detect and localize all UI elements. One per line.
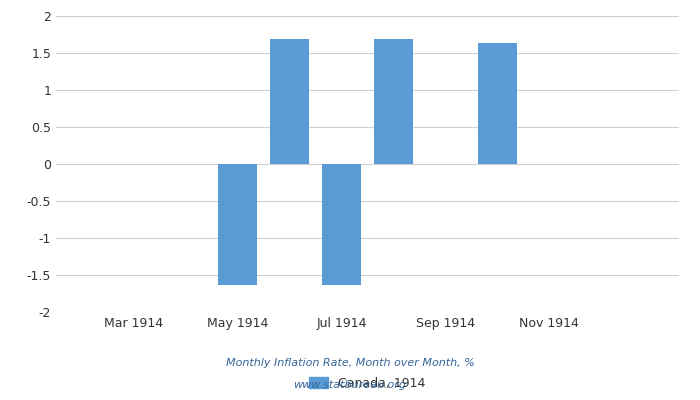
Bar xyxy=(478,43,517,164)
Legend: Canada, 1914: Canada, 1914 xyxy=(304,372,430,394)
Text: www.statbureau.org: www.statbureau.org xyxy=(293,380,407,390)
Bar xyxy=(218,164,257,285)
Bar xyxy=(322,164,361,285)
Bar xyxy=(374,39,413,164)
Bar xyxy=(270,39,309,164)
Text: Monthly Inflation Rate, Month over Month, %: Monthly Inflation Rate, Month over Month… xyxy=(225,358,475,368)
